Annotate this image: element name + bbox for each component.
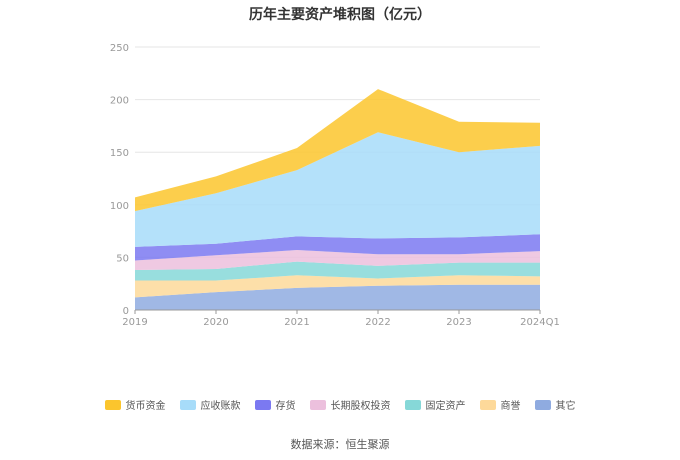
legend-swatch [534,399,551,410]
area-series-4 [135,234,540,261]
y-axis-ticks: 0 50 100 150 200 250 [110,43,129,317]
legend-item[interactable]: 长期股权投资 [309,397,391,412]
legend-label: 应收账款 [200,401,241,412]
x-tick-label: 2023 [446,317,471,328]
area-series-6 [135,89,540,212]
area-series [135,89,540,310]
legend-label: 固定资产 [425,401,466,412]
legend-label: 其它 [555,401,576,412]
legend-swatch [254,399,271,410]
legend-item[interactable]: 商誉 [479,397,521,412]
legend-item[interactable]: 应收账款 [179,397,241,412]
legend-label: 货币资金 [125,401,166,412]
y-tick-label: 150 [110,148,129,159]
legend-swatch [179,399,196,410]
y-tick-label: 50 [116,253,129,264]
legend: 货币资金 应收账款 存货 长期股权投资 固定资产 商誉 其它 [0,397,680,412]
data-source: 数据来源：恒生聚源 [290,438,390,451]
legend-item[interactable]: 货币资金 [104,397,166,412]
x-tick-label: 2020 [203,317,228,328]
area-series-3 [135,250,540,271]
x-tick-label: 2021 [284,317,309,328]
legend-item[interactable]: 固定资产 [404,397,466,412]
legend-label: 商誉 [500,401,521,412]
legend-label: 长期股权投资 [330,401,391,412]
y-tick-label: 250 [110,43,129,54]
legend-item[interactable]: 存货 [254,397,296,412]
x-tick-label: 2024Q1 [520,317,560,328]
legend-swatch [309,399,326,410]
legend-item[interactable]: 其它 [534,397,576,412]
legend-swatch [404,399,421,410]
area-series-0 [135,284,540,310]
legend-label: 存货 [275,401,296,412]
area-series-5 [135,132,540,247]
y-tick-label: 0 [123,306,129,317]
area-series-2 [135,261,540,281]
x-tick-label: 2019 [122,317,147,328]
chart-title: 历年主要资产堆积图（亿元） [249,7,431,23]
legend-swatch [479,399,496,410]
y-tick-label: 100 [110,201,129,212]
x-tick-label: 2022 [365,317,390,328]
x-axis: 2019 2020 2021 2022 2023 2024Q1 [122,309,560,328]
legend-swatch [104,399,121,410]
y-tick-label: 200 [110,96,129,107]
area-series-1 [135,275,540,298]
